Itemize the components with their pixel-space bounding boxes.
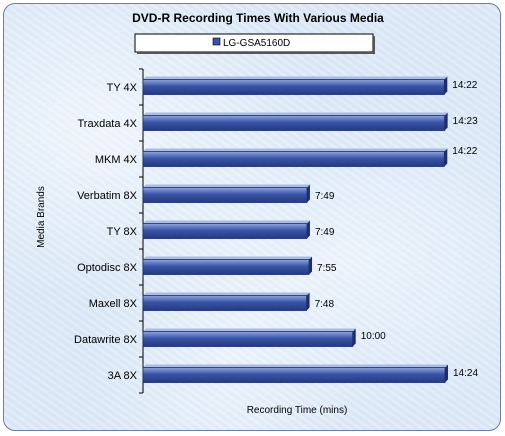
x-axis-label: Recording Time (mins) (247, 405, 348, 416)
y-axis-label: Media Brands (36, 186, 47, 248)
chart-title: DVD-R Recording Times With Various Media (132, 11, 384, 25)
y-tick-label: Verbatim 8X (77, 190, 138, 202)
data-label: 14:22 (452, 80, 477, 91)
data-label: 7:49 (315, 191, 335, 202)
bar (142, 223, 308, 239)
legend-shadow-bottom (137, 52, 375, 54)
bar-side (352, 328, 356, 347)
bar-top (143, 256, 313, 260)
y-tick-label: TY 8X (107, 226, 138, 238)
bar-side (445, 364, 448, 383)
y-tick-label: Optodisc 8X (77, 262, 138, 274)
plot-area: TY 4X 14:22 Traxdata 4X 14:23 MKM 4X 14:22 Ver… (74, 68, 478, 394)
bar-side (444, 112, 448, 131)
legend-swatch (212, 37, 221, 46)
bar-top (143, 328, 356, 332)
y-tick-label: Datawrite 8X (74, 334, 138, 346)
bar-top (143, 112, 448, 116)
bar (142, 331, 354, 347)
y-tick-label: Traxdata 4X (77, 118, 137, 130)
data-label: 14:24 (453, 368, 478, 379)
bar-side (306, 220, 310, 239)
bar-top (143, 76, 448, 80)
y-tick-label: Maxell 8X (89, 298, 138, 310)
bar-top (143, 220, 310, 224)
bar-side (306, 184, 310, 203)
data-label: 14:22 (452, 146, 477, 157)
y-tick-label: 3A 8X (108, 370, 138, 382)
y-tick-label: TY 4X (107, 82, 138, 94)
bar-top (143, 184, 310, 188)
legend: LG-GSA5160D (134, 33, 375, 54)
bar (142, 151, 445, 167)
legend-series-name: LG-GSA5160D (223, 38, 290, 49)
bar-top (143, 364, 448, 368)
bar (142, 259, 310, 275)
bar (142, 295, 307, 311)
bar (142, 79, 445, 95)
y-tick-label: MKM 4X (95, 154, 138, 166)
bar (142, 187, 308, 203)
bar-side (309, 256, 313, 275)
bar-top (143, 292, 310, 296)
data-label: 10:00 (361, 331, 386, 342)
bar (142, 115, 446, 131)
bar-side (306, 292, 310, 311)
data-label: 7:49 (315, 227, 335, 238)
bar-side (444, 148, 448, 167)
data-label: 7:48 (315, 299, 335, 310)
data-label: 14:23 (453, 116, 478, 127)
bar-top (143, 148, 448, 152)
data-label: 7:55 (317, 263, 337, 274)
legend-shadow (373, 36, 375, 54)
chart-background (3, 3, 501, 431)
bar-side (444, 76, 448, 95)
bar (142, 367, 446, 383)
